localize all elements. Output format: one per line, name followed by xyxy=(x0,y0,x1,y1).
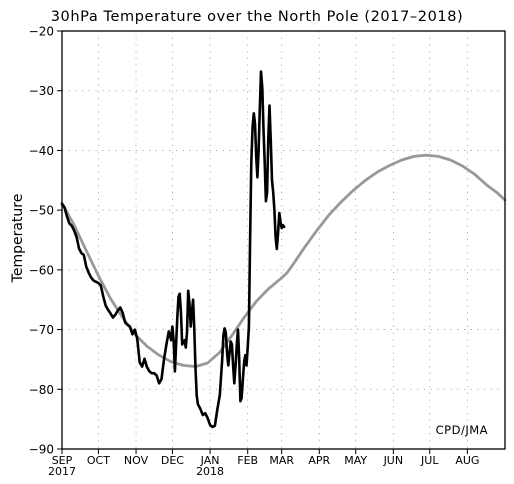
x-tick-label: DEC xyxy=(161,454,184,467)
x-tick-year-label: 2018 xyxy=(196,465,224,478)
y-tick-label: −60 xyxy=(29,263,54,277)
x-tick-label: APR xyxy=(308,454,330,467)
y-tick-label: −30 xyxy=(29,84,54,98)
y-tick-label: −50 xyxy=(29,204,54,218)
x-tick-label: MAY xyxy=(344,454,367,467)
y-tick-label: −80 xyxy=(29,383,54,397)
grid-lines xyxy=(62,31,505,449)
y-tick-label: −70 xyxy=(29,323,54,337)
climatology-line xyxy=(60,153,507,368)
x-tick-label: AUG xyxy=(455,454,479,467)
x-tick-label: OCT xyxy=(87,454,110,467)
x-tick-label: SEP xyxy=(52,454,73,467)
x-tick-label: FEB xyxy=(237,454,258,467)
y-tick-label: −40 xyxy=(29,144,54,158)
x-tick-label: JUL xyxy=(420,454,439,467)
plot-frame xyxy=(61,30,506,450)
x-tick-label: MAR xyxy=(269,454,294,467)
chart-title: 30hPa Temperature over the North Pole (2… xyxy=(51,9,464,25)
x-tick-year-label: 2017 xyxy=(48,465,76,478)
x-tick-label: JUN xyxy=(383,454,404,467)
y-tick-label: −20 xyxy=(29,25,54,39)
y-axis-label: Temperature xyxy=(10,194,26,284)
observed-temperature-line xyxy=(60,70,286,429)
credit-label: CPD/JMA xyxy=(436,423,488,437)
x-tick-label: NOV xyxy=(124,454,149,467)
y-axis-ticks: −90 −80 −70 −60 −50 −40 −30 −20 xyxy=(29,25,62,457)
x-tick-label: JAN xyxy=(200,454,220,467)
y-tick-label: −90 xyxy=(29,443,54,457)
series-lines xyxy=(60,70,507,429)
